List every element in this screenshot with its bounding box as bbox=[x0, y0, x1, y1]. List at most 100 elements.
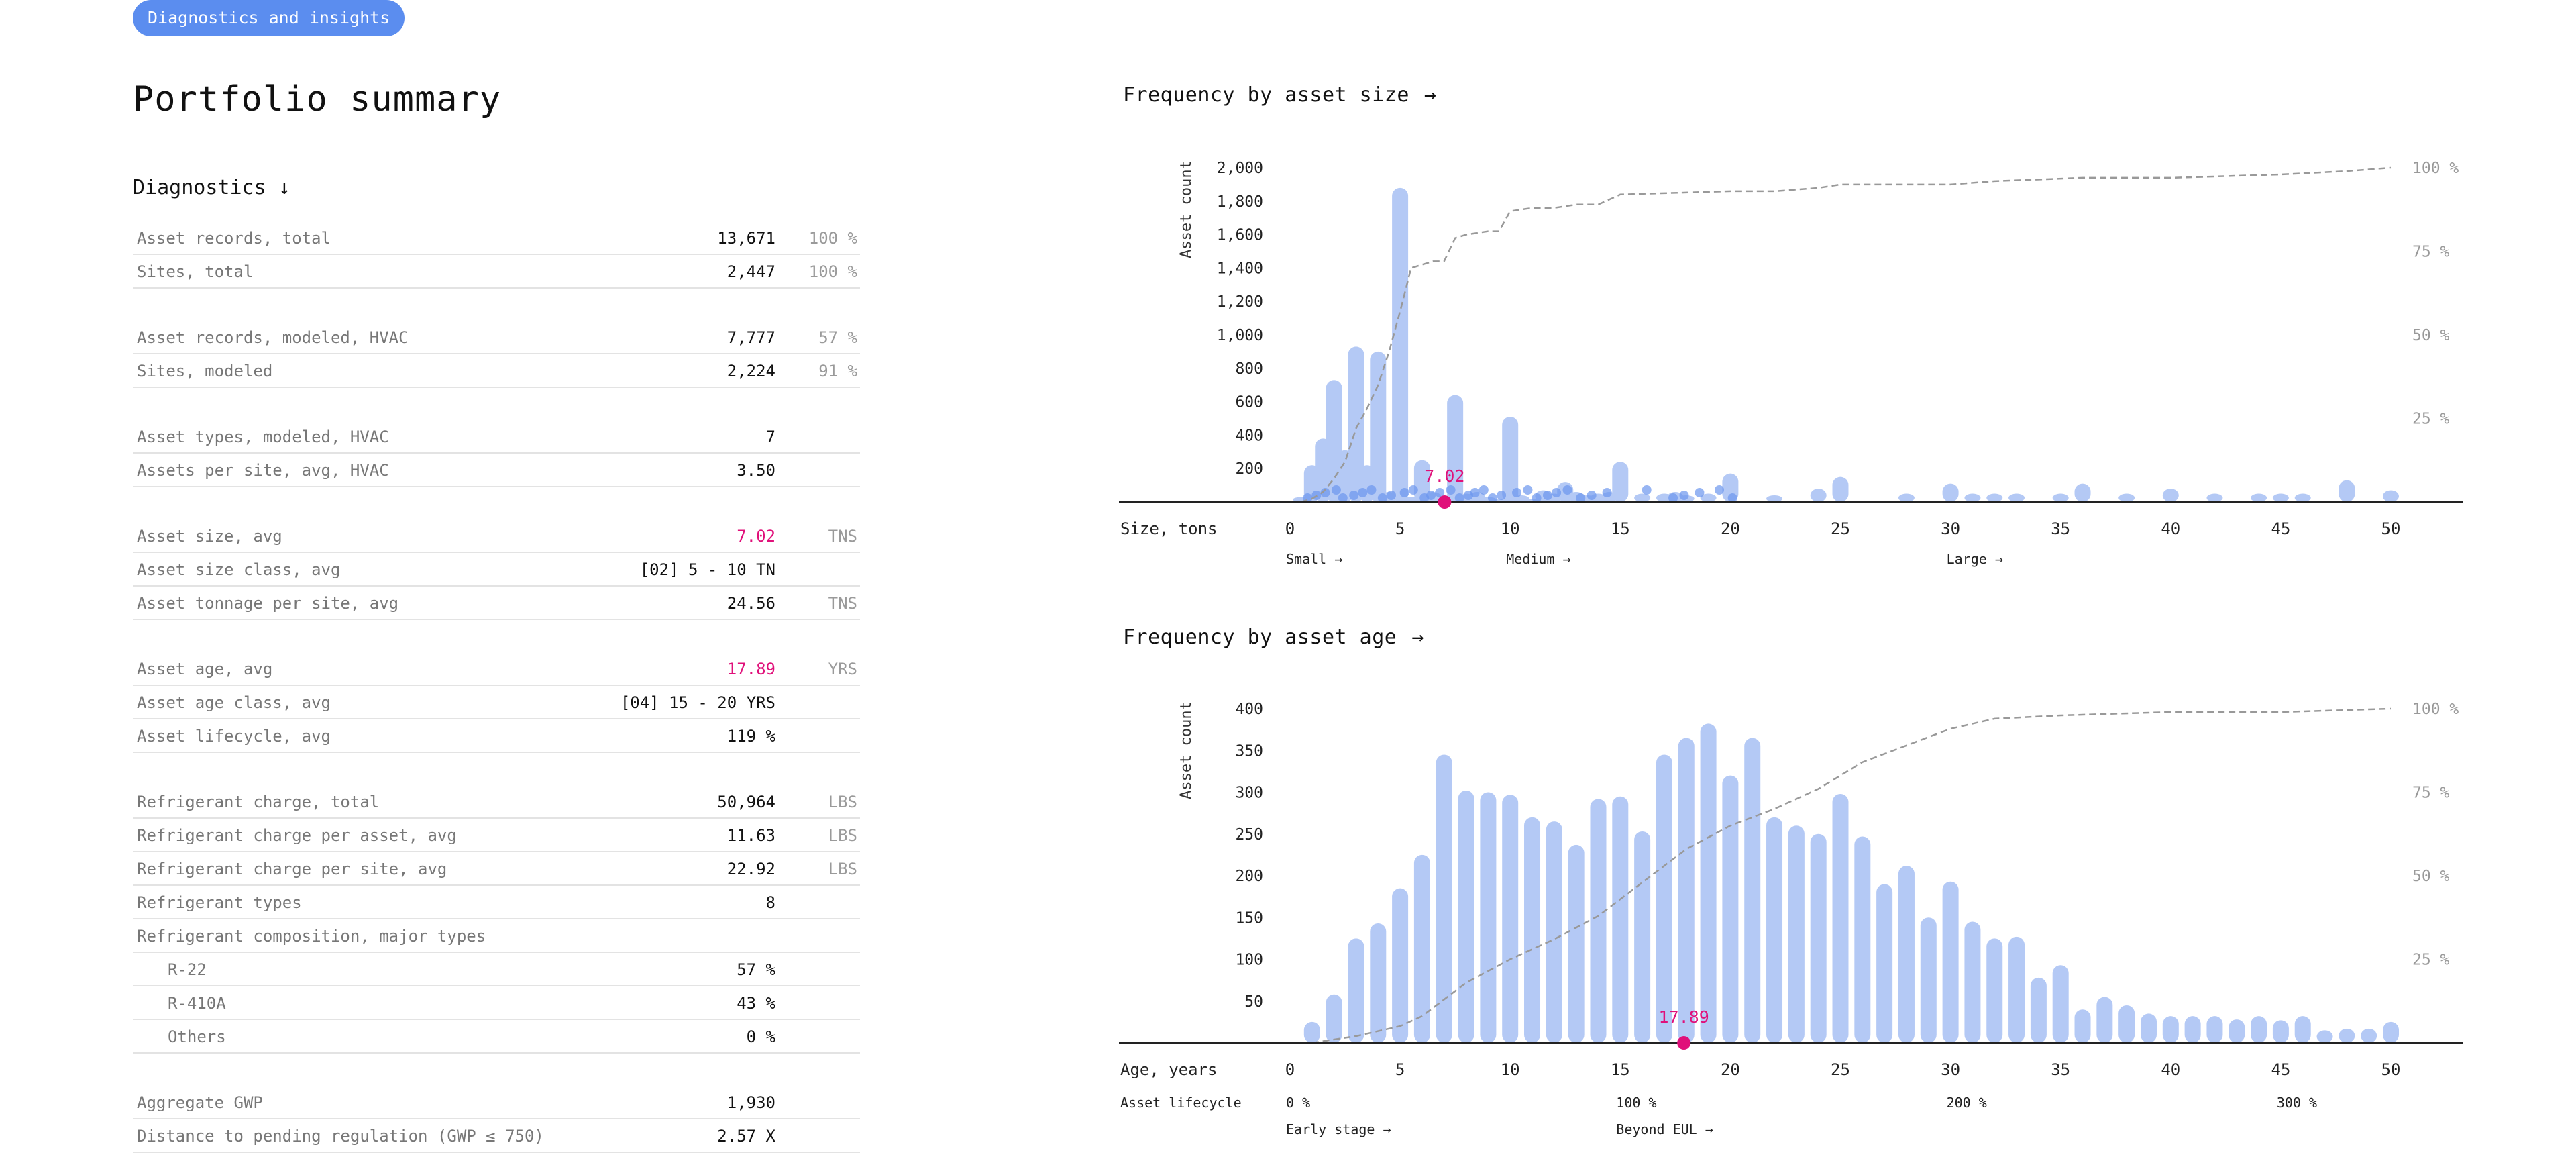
lifecycle-tick-label: 200 % bbox=[1947, 1095, 1987, 1111]
y-tick-label: 2,000 bbox=[1217, 160, 1263, 177]
chart-title-age[interactable]: Frequency by asset age → bbox=[1123, 625, 1424, 649]
diagnostics-row-value: 7.02 bbox=[737, 527, 775, 546]
diagnostics-row-value: [02] 5 - 10 TN bbox=[639, 560, 775, 579]
diagnostics-row-unit: 100 % bbox=[808, 262, 857, 281]
x-tick-label: 5 bbox=[1395, 1060, 1405, 1079]
diagnostics-row-label: Sites, modeled bbox=[137, 362, 273, 381]
diagnostics-row-unit: LBS bbox=[828, 793, 857, 811]
diagnostics-row: R-22 57 % bbox=[133, 953, 860, 986]
y-tick-label: 50 bbox=[1244, 993, 1263, 1011]
histogram-bar bbox=[1303, 1021, 1320, 1043]
diagnostics-row-label: Asset age, avg bbox=[137, 660, 273, 678]
right-percent-tick-label: 25 % bbox=[2412, 411, 2450, 428]
histogram-bar bbox=[1876, 884, 1893, 1043]
x-tick-label: 10 bbox=[1501, 519, 1520, 538]
diagnostics-heading[interactable]: Diagnostics ↓ bbox=[133, 176, 290, 199]
right-percent-tick-label: 75 % bbox=[2412, 784, 2450, 802]
diagnostics-row: Asset types, modeled, HVAC 7 bbox=[133, 420, 860, 454]
x-tick-label: 5 bbox=[1395, 519, 1405, 538]
diagnostics-row-unit: LBS bbox=[828, 826, 857, 845]
asset-point bbox=[1602, 488, 1612, 497]
histogram-bar bbox=[2316, 1030, 2333, 1043]
asset-point bbox=[1727, 493, 1737, 503]
cumulative-line bbox=[1311, 707, 2392, 1044]
y-tick-label: 600 bbox=[1235, 394, 1263, 411]
histogram-bar bbox=[2052, 493, 2069, 502]
class-label-link[interactable]: Medium → bbox=[1506, 551, 1570, 567]
histogram-bar bbox=[1413, 460, 1430, 502]
diagnostics-row: Asset age, avg 17.89 YRS bbox=[133, 652, 860, 686]
diagnostics-row: Asset lifecycle, avg 119 % bbox=[133, 719, 860, 753]
diagnostics-row: Refrigerant types 8 bbox=[133, 886, 860, 919]
right-percent-tick-label: 100 % bbox=[2412, 160, 2459, 177]
histogram-bar bbox=[2074, 483, 2091, 502]
y-tick-label: 200 bbox=[1235, 868, 1263, 885]
diagnostics-row: Refrigerant composition, major types bbox=[133, 919, 860, 953]
histogram-bar bbox=[2140, 1013, 2157, 1043]
y-tick-label: 1,600 bbox=[1217, 227, 1263, 244]
histogram-bar bbox=[1413, 854, 1430, 1043]
diagnostics-row-label: Asset size, avg bbox=[137, 527, 282, 546]
histogram-bar bbox=[2251, 1016, 2267, 1043]
histogram-bar bbox=[1480, 792, 1497, 1043]
y-tick-label: 800 bbox=[1235, 360, 1263, 378]
diagnostics-row: R-410A 43 % bbox=[133, 986, 860, 1020]
y-tick-label: 100 bbox=[1235, 952, 1263, 969]
chart-title-size[interactable]: Frequency by asset size → bbox=[1123, 83, 1436, 107]
y-tick-label: 1,400 bbox=[1217, 260, 1263, 277]
asset-point bbox=[1426, 491, 1436, 500]
diagnostics-row: Asset age class, avg [04] 15 - 20 YRS bbox=[133, 686, 860, 719]
class-label-link[interactable]: Small → bbox=[1286, 551, 1342, 567]
diagnostics-table: Asset records, total 13,671 100 % Sites, to… bbox=[133, 221, 860, 1153]
diagnostics-row-label: Assets per site, avg, HVAC bbox=[137, 461, 389, 480]
histogram-bar bbox=[2339, 1028, 2355, 1043]
asset-point bbox=[1714, 485, 1724, 495]
diagnostics-row-label: Refrigerant types bbox=[137, 893, 302, 912]
diagnostics-row-label: Others bbox=[168, 1027, 226, 1046]
histogram-bar bbox=[1744, 738, 1761, 1043]
histogram-bar bbox=[2162, 1016, 2179, 1043]
histogram-bar bbox=[2294, 493, 2311, 502]
x-axis-label: Age, years bbox=[1120, 1060, 1218, 1079]
asset-point bbox=[1552, 488, 1562, 497]
diagnostics-row-value: 3.50 bbox=[737, 461, 775, 480]
x-axis-label: Size, tons bbox=[1120, 519, 1218, 538]
histogram-bar bbox=[1700, 723, 1717, 1043]
histogram-bar bbox=[2339, 480, 2355, 502]
histogram-bar bbox=[2030, 977, 2047, 1043]
diagnostics-row: Assets per site, avg, HVAC 3.50 bbox=[133, 454, 860, 487]
diagnostics-row-label: Refrigerant charge, total bbox=[137, 793, 380, 811]
histogram-bar bbox=[1700, 493, 1717, 502]
histogram-bar bbox=[1458, 791, 1474, 1043]
arrow-right-icon[interactable]: → bbox=[1411, 625, 1424, 649]
asset-point bbox=[1349, 491, 1359, 500]
diagnostics-row-label: Asset size class, avg bbox=[137, 560, 341, 579]
histogram-bar bbox=[1678, 738, 1695, 1043]
diagnostics-row: Asset records, modeled, HVAC 7,777 57 % bbox=[133, 321, 860, 354]
x-tick-label: 25 bbox=[1831, 1060, 1850, 1079]
asset-point bbox=[1331, 485, 1341, 495]
diagnostics-row-label: Asset records, modeled, HVAC bbox=[137, 328, 409, 347]
asset-point bbox=[1399, 488, 1409, 497]
diagnostics-row: Asset tonnage per site, avg 24.56 TNS bbox=[133, 587, 860, 620]
asset-point bbox=[1497, 491, 1507, 500]
diagnostics-row-value: 2,224 bbox=[727, 362, 775, 381]
class-label-link[interactable]: Early stage → bbox=[1286, 1121, 1391, 1137]
histogram-bar bbox=[1832, 793, 1849, 1043]
x-tick-label: 40 bbox=[2161, 1060, 2180, 1079]
lifecycle-tick-label: 100 % bbox=[1616, 1095, 1656, 1111]
diagnostics-row-label: Asset tonnage per site, avg bbox=[137, 594, 399, 613]
histogram-bar bbox=[1942, 483, 1959, 502]
diagnostics-row-value: 7,777 bbox=[727, 328, 775, 347]
histogram-bar bbox=[2229, 1019, 2245, 1043]
arrow-right-icon[interactable]: → bbox=[1424, 83, 1437, 107]
class-label-link[interactable]: Beyond EUL → bbox=[1616, 1121, 1713, 1137]
class-label-link[interactable]: Large → bbox=[1947, 551, 2003, 567]
asset-point bbox=[1470, 488, 1480, 497]
diagnostics-insights-tab[interactable]: Diagnostics and insights bbox=[133, 0, 405, 36]
x-tick-label: 45 bbox=[2271, 1060, 2290, 1079]
x-tick-label: 30 bbox=[1941, 519, 1960, 538]
diagnostics-row-label: R-410A bbox=[168, 994, 226, 1013]
histogram-bar bbox=[1612, 462, 1629, 502]
histogram-bar bbox=[1502, 795, 1519, 1043]
